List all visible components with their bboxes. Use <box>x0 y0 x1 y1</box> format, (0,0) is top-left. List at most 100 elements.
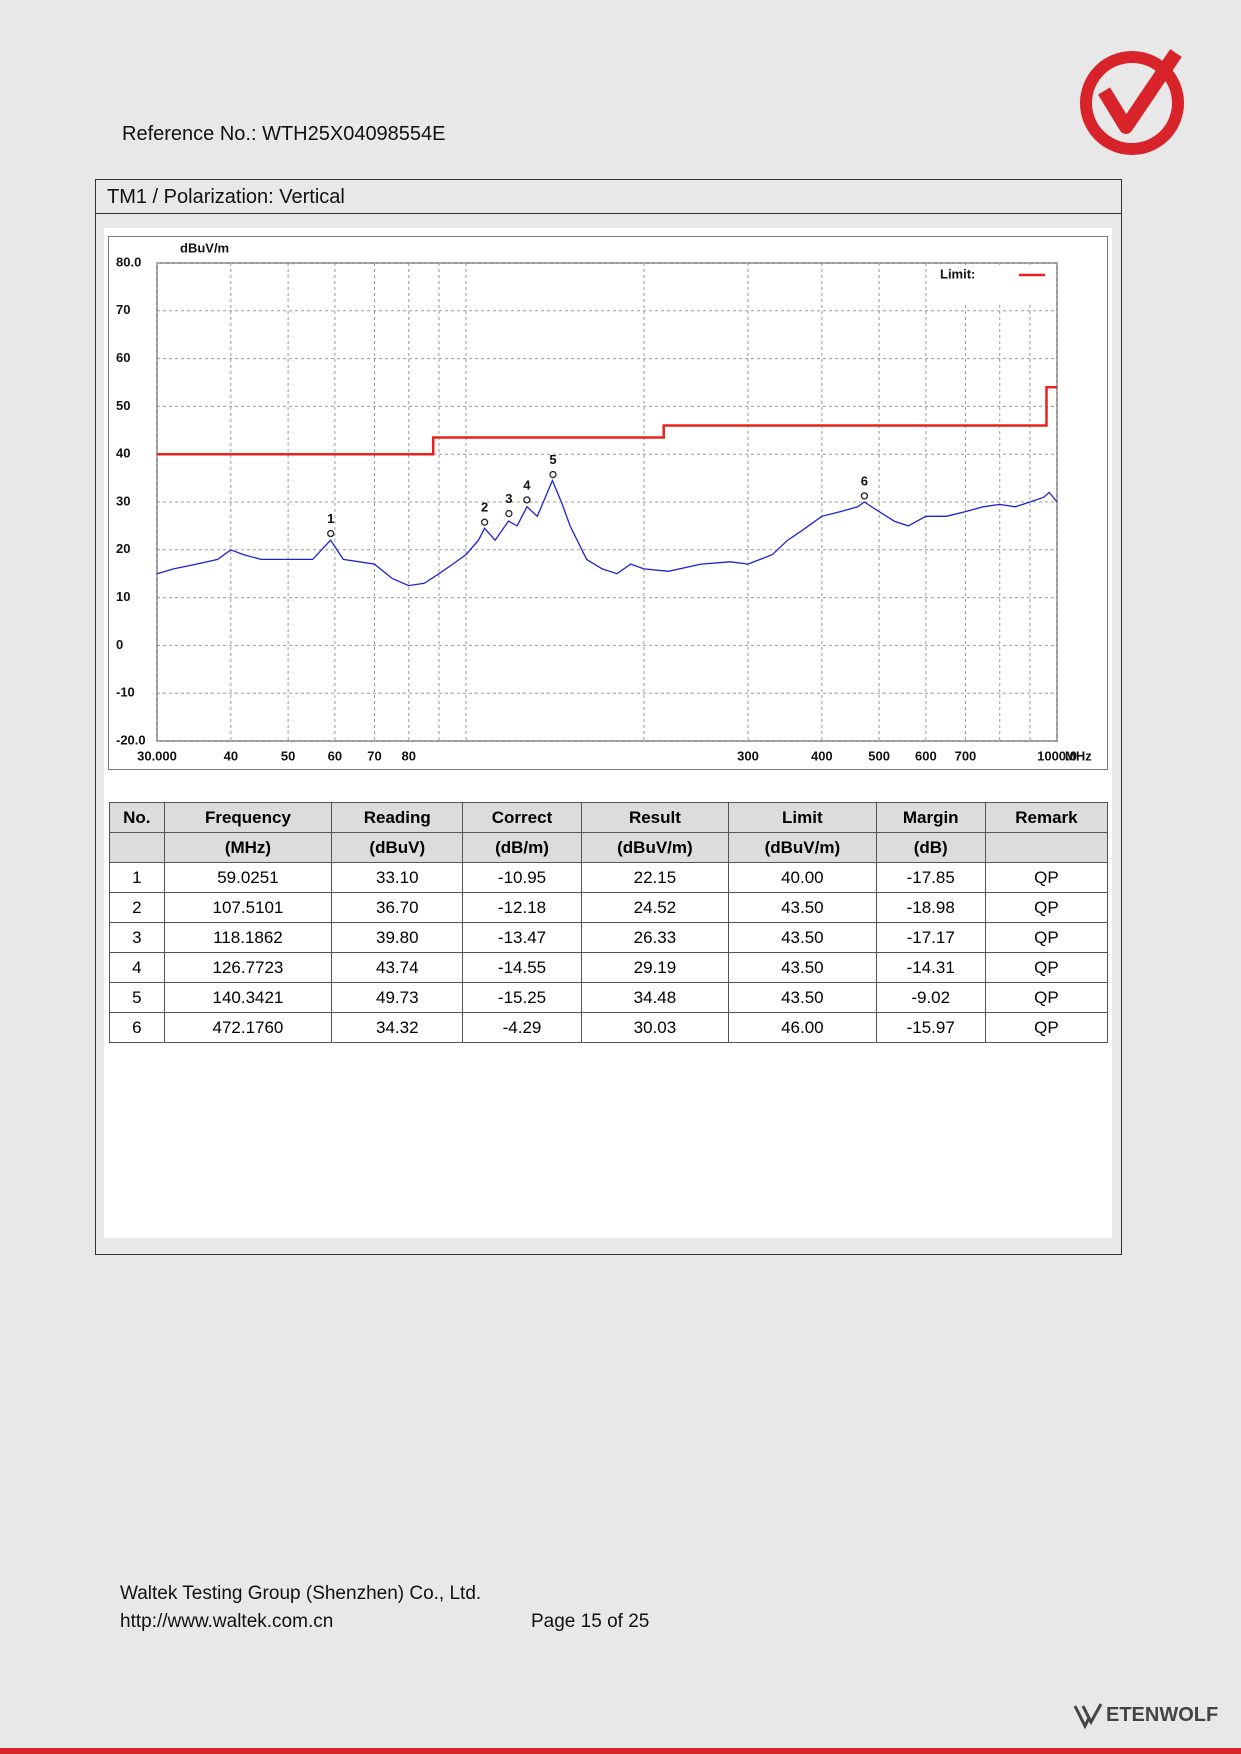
table-cell: 22.15 <box>580 862 730 893</box>
table-cell: Frequency <box>163 802 333 833</box>
table-row: 1 59.0251 33.10 -10.95 22.15 40.00 -17.85 QP <box>109 862 1109 893</box>
x-tick-label: 600 <box>915 748 937 763</box>
y-tick-label: 0 <box>116 637 123 652</box>
legend-box <box>932 265 1052 305</box>
table-cell: 34.48 <box>580 982 730 1013</box>
table-cell: 29.19 <box>580 952 730 983</box>
marker <box>523 496 531 504</box>
marker-label: 2 <box>481 500 488 515</box>
table-cell: Limit <box>728 802 877 833</box>
table-cell: (dB) <box>875 832 986 863</box>
y-unit: dBuV/m <box>180 240 229 255</box>
y-tick-label: 70 <box>116 302 130 317</box>
section-box: TM1 / Polarization: Vertical <box>95 179 1122 1255</box>
table-cell: Margin <box>875 802 986 833</box>
table-cell: -4.29 <box>462 1012 582 1043</box>
table-cell: (dBuV/m) <box>580 832 730 863</box>
table-cell: 3 <box>109 922 165 953</box>
table-cell: 30.03 <box>580 1012 730 1043</box>
marker-label: 4 <box>523 477 531 492</box>
x-tick-label: 700 <box>955 748 977 763</box>
table-row: 2 107.5101 36.70 -12.18 24.52 43.50 -18.98 QP <box>109 892 1109 923</box>
chart: dBuV/m MHz -20.0 -10 0 10 20 30 40 50 60 70 80.0 30… <box>108 236 1108 770</box>
table-cell: Correct <box>462 802 582 833</box>
table-cell: QP <box>984 922 1109 953</box>
table-row: (MHz) (dBuV) (dB/m) (dBuV/m) (dBuV/m) (dB) <box>109 832 1109 863</box>
table-cell: 472.1760 <box>163 1012 333 1043</box>
table-row: No. Frequency Reading Correct Result Limit Mar… <box>109 802 1109 833</box>
table-cell: QP <box>984 952 1109 983</box>
table-cell: 43.74 <box>331 952 464 983</box>
section-title: TM1 / Polarization: Vertical <box>107 186 345 208</box>
table-cell: -13.47 <box>462 922 582 953</box>
marker-label: 5 <box>549 452 556 467</box>
table-cell: -14.55 <box>462 952 582 983</box>
table-cell: Result <box>580 802 730 833</box>
table-cell: -15.25 <box>462 982 582 1013</box>
marker <box>505 509 513 518</box>
table-cell: 40.00 <box>728 862 877 893</box>
table-cell: 33.10 <box>331 862 464 893</box>
legend-label: Limit: <box>940 266 975 281</box>
table-cell: Reading <box>331 802 464 833</box>
table-cell: 43.50 <box>728 952 877 983</box>
y-tick-label: 10 <box>116 589 130 604</box>
table-cell: QP <box>984 1012 1109 1043</box>
marker <box>480 518 489 526</box>
y-tick-label: -20.0 <box>116 732 146 747</box>
table-cell: (MHz) <box>163 832 333 863</box>
table-cell: (dB/m) <box>462 832 582 863</box>
table-cell <box>109 832 165 863</box>
series-line <box>157 386 1057 456</box>
marker-label: 3 <box>505 491 512 506</box>
x-tick-label: 1000.0 <box>1037 748 1077 763</box>
table-cell: -12.18 <box>462 892 582 923</box>
footer-bar <box>0 1748 1241 1754</box>
table-cell: (dBuV) <box>331 832 464 863</box>
page-number: Page 15 of 25 <box>531 1611 650 1632</box>
x-tick-label: 400 <box>811 748 833 763</box>
table-cell: Remark <box>984 802 1109 833</box>
table-cell: 4 <box>109 952 165 983</box>
table-cell: No. <box>109 802 165 833</box>
y-tick-label: 80.0 <box>116 254 141 269</box>
series-line <box>156 478 1058 587</box>
table-cell: 43.50 <box>728 982 877 1013</box>
table-cell: 1 <box>109 862 165 893</box>
logo <box>1080 49 1184 155</box>
marker <box>549 470 557 479</box>
table-cell: 140.3421 <box>163 982 333 1013</box>
table-row: 6 472.1760 34.32 -4.29 30.03 46.00 -15.97 QP <box>109 1012 1109 1043</box>
table-cell: QP <box>984 862 1109 893</box>
table-cell: QP <box>984 982 1109 1013</box>
x-tick-label: 500 <box>868 748 890 763</box>
table-cell: 59.0251 <box>163 862 333 893</box>
x-tick-label: 30.000 <box>137 748 177 763</box>
table-cell: 36.70 <box>331 892 464 923</box>
table-cell: 43.50 <box>728 892 877 923</box>
table-cell: 24.52 <box>580 892 730 923</box>
table-cell: QP <box>984 892 1109 923</box>
table-cell: 49.73 <box>331 982 464 1013</box>
table-cell: -18.98 <box>875 892 986 923</box>
y-tick-label: 60 <box>116 350 130 365</box>
table-cell: 2 <box>109 892 165 923</box>
table-cell: 43.50 <box>728 922 877 953</box>
x-unit: MHz <box>1065 748 1092 763</box>
table-cell: 118.1862 <box>163 922 333 953</box>
table-cell: 107.5101 <box>163 892 333 923</box>
table-cell: -10.95 <box>462 862 582 893</box>
marker-label: 1 <box>327 511 334 526</box>
x-tick-label: 80 <box>402 748 416 763</box>
table-cell: 126.7723 <box>163 952 333 983</box>
url: http://www.waltek.com.cn <box>120 1611 334 1632</box>
company: Waltek Testing Group (Shenzhen) Co., Ltd… <box>120 1583 482 1604</box>
brand-icon <box>1073 1703 1103 1730</box>
table-cell: -9.02 <box>875 982 986 1013</box>
table-row: 5 140.3421 49.73 -15.25 34.48 43.50 -9.02 QP <box>109 982 1109 1013</box>
table-cell: -14.31 <box>875 952 986 983</box>
table-row: 4 126.7723 43.74 -14.55 29.19 43.50 -14.31 QP <box>109 952 1109 983</box>
table-cell: 39.80 <box>331 922 464 953</box>
table-cell <box>984 832 1109 863</box>
table-row: 3 118.1862 39.80 -13.47 26.33 43.50 -17.17 QP <box>109 922 1109 953</box>
